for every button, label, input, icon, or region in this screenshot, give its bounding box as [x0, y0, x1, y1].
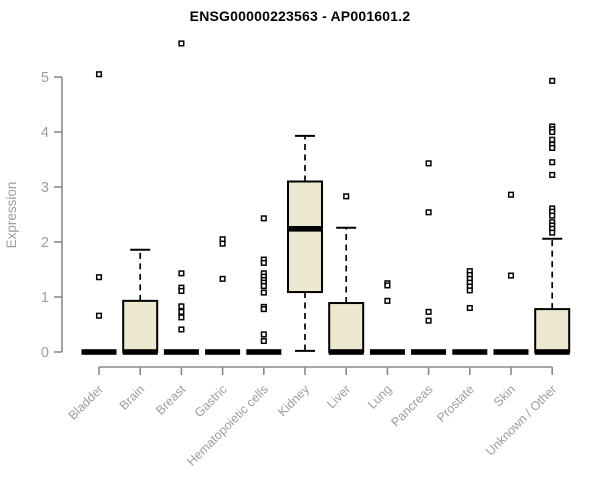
outlier-point-bladder [95, 274, 103, 281]
outlier-point-unknown-other [549, 159, 556, 166]
x-tick-label: Brain [117, 382, 148, 413]
outlier-point-unknown-other [549, 212, 556, 219]
outlier-point-gastric [219, 275, 226, 282]
outlier-point-pancreas [425, 308, 432, 315]
outlier-point-bladder [95, 71, 103, 78]
outlier-point-gastric [219, 240, 226, 247]
y-tick-label: 4 [41, 125, 49, 141]
outlier-point-breast [178, 314, 185, 321]
median-bar-bladder [81, 349, 117, 355]
box-unknown-other [534, 308, 571, 354]
box-liver [328, 302, 365, 353]
outlier-point-hematopoietic-cells [260, 289, 267, 296]
outlier-point-prostate [466, 287, 473, 294]
outlier-point-breast [178, 303, 185, 310]
x-tick-label: Kidney [275, 382, 312, 419]
outlier-point-bladder [95, 312, 103, 319]
outlier-point-pancreas [425, 160, 432, 167]
box-brain [122, 299, 159, 354]
x-tick-label: Pancreas [388, 382, 435, 429]
median-bar-unknown-other [534, 349, 570, 355]
y-tick-label: 0 [41, 345, 49, 361]
x-tick-label: Unknown / Other [483, 382, 559, 458]
outlier-point-unknown-other [549, 77, 556, 84]
y-tick-label: 1 [41, 290, 49, 306]
y-tick-label: 5 [41, 70, 49, 86]
median-bar-liver [328, 349, 364, 355]
outlier-point-unknown-other [549, 229, 556, 236]
median-bar-hematopoietic-cells [246, 349, 282, 355]
y-tick-label: 3 [41, 180, 49, 196]
outlier-point-hematopoietic-cells [260, 259, 267, 266]
outlier-point-pancreas [425, 317, 432, 324]
outlier-point-unknown-other [549, 144, 556, 151]
outlier-point-breast [178, 308, 185, 315]
outlier-point-prostate [466, 304, 473, 312]
chart-title: ENSG00000223563 - AP001601.2 [189, 8, 411, 24]
outlier-point-breast [178, 287, 185, 294]
outlier-point-hematopoietic-cells [260, 306, 267, 313]
outlier-point-unknown-other [549, 171, 556, 178]
outlier-point-hematopoietic-cells [260, 215, 267, 222]
median-bar-brain [122, 349, 158, 355]
outlier-point-liver [343, 193, 350, 200]
x-tick-label: Hematopoietic cells [184, 382, 271, 469]
x-tick-label: Lung [365, 382, 395, 412]
outlier-point-hematopoietic-cells [260, 282, 267, 290]
outlier-point-breast [178, 326, 185, 333]
median-bar-pancreas [411, 349, 447, 355]
median-bar-prostate [452, 349, 488, 355]
outlier-point-lung [384, 282, 391, 289]
outlier-point-breast [178, 270, 185, 277]
median-bar-kidney [287, 226, 323, 232]
x-tick-label: Breast [153, 382, 189, 418]
outlier-point-skin [507, 191, 515, 198]
x-tick-label: Prostate [434, 382, 477, 425]
median-bar-gastric [205, 349, 241, 355]
outlier-point-breast [178, 40, 185, 47]
median-bar-skin [493, 349, 529, 355]
box-kidney [287, 180, 323, 294]
x-tick-label: Skin [491, 382, 518, 409]
y-axis-title: Expression [4, 182, 19, 249]
y-tick-label: 2 [41, 235, 49, 251]
median-bar-breast [163, 349, 199, 355]
outlier-point-hematopoietic-cells [260, 337, 267, 345]
outlier-point-skin [507, 272, 515, 279]
x-tick-label: Liver [324, 382, 353, 411]
x-tick-label: Bladder [66, 382, 106, 422]
median-bar-lung [369, 349, 405, 355]
x-tick-label: Gastric [192, 382, 230, 420]
outlier-point-unknown-other [549, 128, 556, 136]
outlier-point-unknown-other [549, 136, 556, 143]
outlier-point-hematopoietic-cells [260, 331, 267, 338]
outlier-point-pancreas [425, 209, 432, 216]
outlier-point-lung [384, 297, 391, 304]
